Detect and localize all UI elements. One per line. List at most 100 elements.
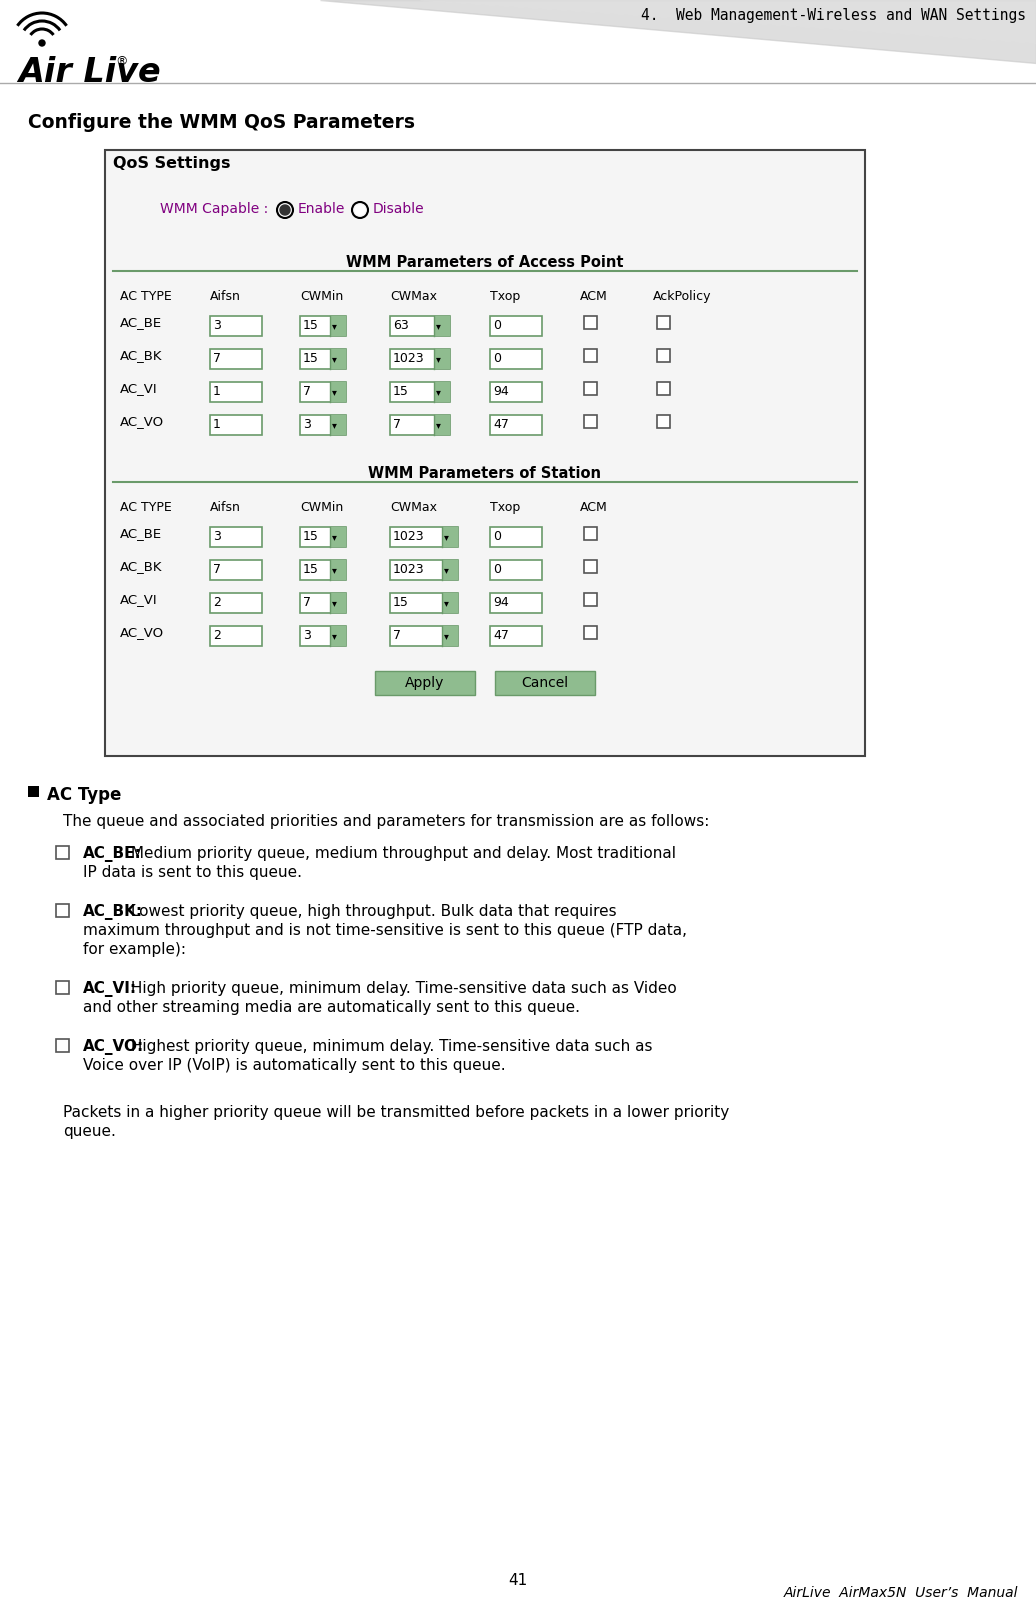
Text: Cancel: Cancel bbox=[521, 676, 569, 689]
Text: AC_BK:: AC_BK: bbox=[83, 904, 143, 921]
Bar bbox=[584, 527, 597, 540]
Text: Voice over IP (VoIP) is automatically sent to this queue.: Voice over IP (VoIP) is automatically se… bbox=[83, 1058, 506, 1073]
Bar bbox=[490, 382, 542, 401]
Bar bbox=[330, 349, 346, 369]
Bar bbox=[490, 594, 542, 613]
Bar bbox=[495, 671, 595, 696]
Bar bbox=[390, 349, 450, 369]
Text: AC TYPE: AC TYPE bbox=[120, 290, 172, 303]
Text: CWMax: CWMax bbox=[390, 290, 437, 303]
Bar bbox=[300, 626, 346, 646]
Circle shape bbox=[280, 205, 290, 215]
Bar bbox=[390, 626, 458, 646]
Text: 15: 15 bbox=[303, 319, 319, 332]
Bar bbox=[657, 382, 670, 395]
Text: 7: 7 bbox=[393, 629, 401, 642]
Bar bbox=[210, 316, 262, 337]
Text: Txop: Txop bbox=[490, 290, 520, 303]
Text: ACM: ACM bbox=[580, 290, 608, 303]
Text: Lowest priority queue, high throughput. Bulk data that requires: Lowest priority queue, high throughput. … bbox=[126, 904, 616, 919]
Text: 41: 41 bbox=[509, 1573, 527, 1587]
Text: The queue and associated priorities and parameters for transmission are as follo: The queue and associated priorities and … bbox=[63, 814, 710, 828]
Text: AC_BE: AC_BE bbox=[120, 316, 162, 328]
Text: 2: 2 bbox=[213, 595, 221, 608]
Text: 0: 0 bbox=[493, 563, 501, 576]
Text: 1: 1 bbox=[213, 417, 221, 430]
Bar bbox=[434, 316, 450, 337]
Bar bbox=[442, 594, 458, 613]
Text: ACM: ACM bbox=[580, 502, 608, 515]
Bar bbox=[490, 626, 542, 646]
Bar bbox=[56, 981, 69, 993]
Text: 7: 7 bbox=[213, 563, 221, 576]
Bar bbox=[330, 527, 346, 547]
Text: CWMin: CWMin bbox=[300, 290, 343, 303]
Text: 63: 63 bbox=[393, 319, 409, 332]
Text: ▾: ▾ bbox=[436, 387, 441, 396]
Text: ▾: ▾ bbox=[436, 320, 441, 332]
Text: Highest priority queue, minimum delay. Time-sensitive data such as: Highest priority queue, minimum delay. T… bbox=[126, 1039, 653, 1053]
Text: WMM Capable :: WMM Capable : bbox=[160, 202, 268, 215]
Bar bbox=[330, 382, 346, 401]
Text: AC_BK: AC_BK bbox=[120, 560, 163, 573]
Bar bbox=[390, 594, 458, 613]
Text: ®: ® bbox=[115, 55, 127, 68]
Text: 3: 3 bbox=[303, 417, 311, 430]
Text: CWMin: CWMin bbox=[300, 502, 343, 515]
Bar bbox=[28, 786, 39, 798]
Bar bbox=[330, 560, 346, 579]
Text: Aifsn: Aifsn bbox=[210, 502, 241, 515]
Text: ▾: ▾ bbox=[436, 354, 441, 364]
Bar bbox=[657, 349, 670, 362]
Text: ▾: ▾ bbox=[332, 599, 337, 608]
Bar bbox=[210, 594, 262, 613]
Text: ▾: ▾ bbox=[444, 532, 449, 542]
Text: 94: 94 bbox=[493, 385, 509, 398]
Bar bbox=[584, 382, 597, 395]
Bar bbox=[330, 316, 346, 337]
Bar bbox=[584, 414, 597, 429]
Text: maximum throughput and is not time-sensitive is sent to this queue (FTP data,: maximum throughput and is not time-sensi… bbox=[83, 922, 687, 938]
Bar bbox=[657, 414, 670, 429]
Text: 7: 7 bbox=[303, 595, 311, 608]
Bar bbox=[375, 671, 474, 696]
Text: AC_VO:: AC_VO: bbox=[83, 1039, 144, 1055]
Text: 1023: 1023 bbox=[393, 563, 425, 576]
Text: AC_BE: AC_BE bbox=[120, 527, 162, 540]
Text: AC_VO: AC_VO bbox=[120, 414, 164, 429]
Text: 0: 0 bbox=[493, 531, 501, 544]
Bar bbox=[584, 626, 597, 639]
Text: Disable: Disable bbox=[373, 202, 425, 215]
Text: ▾: ▾ bbox=[332, 565, 337, 574]
Bar bbox=[442, 527, 458, 547]
Text: 3: 3 bbox=[213, 319, 221, 332]
Bar bbox=[434, 349, 450, 369]
Bar bbox=[490, 527, 542, 547]
Polygon shape bbox=[320, 0, 1036, 63]
Bar bbox=[584, 349, 597, 362]
Bar bbox=[442, 560, 458, 579]
Bar bbox=[330, 626, 346, 646]
Text: 3: 3 bbox=[303, 629, 311, 642]
Bar bbox=[490, 316, 542, 337]
Bar bbox=[442, 626, 458, 646]
Text: 0: 0 bbox=[493, 353, 501, 366]
Bar bbox=[584, 594, 597, 607]
Bar bbox=[300, 560, 346, 579]
Bar bbox=[390, 527, 458, 547]
Bar bbox=[434, 414, 450, 435]
Text: High priority queue, minimum delay. Time-sensitive data such as Video: High priority queue, minimum delay. Time… bbox=[126, 981, 677, 997]
Text: 47: 47 bbox=[493, 629, 509, 642]
Text: ▾: ▾ bbox=[444, 599, 449, 608]
Text: ▾: ▾ bbox=[332, 532, 337, 542]
Circle shape bbox=[39, 40, 45, 45]
Bar bbox=[390, 316, 450, 337]
Text: AC_BK: AC_BK bbox=[120, 349, 163, 362]
Text: 3: 3 bbox=[213, 531, 221, 544]
Text: Txop: Txop bbox=[490, 502, 520, 515]
Text: and other streaming media are automatically sent to this queue.: and other streaming media are automatica… bbox=[83, 1000, 580, 1014]
Bar bbox=[210, 414, 262, 435]
Text: 1023: 1023 bbox=[393, 531, 425, 544]
Text: ▾: ▾ bbox=[444, 631, 449, 641]
Bar bbox=[300, 594, 346, 613]
